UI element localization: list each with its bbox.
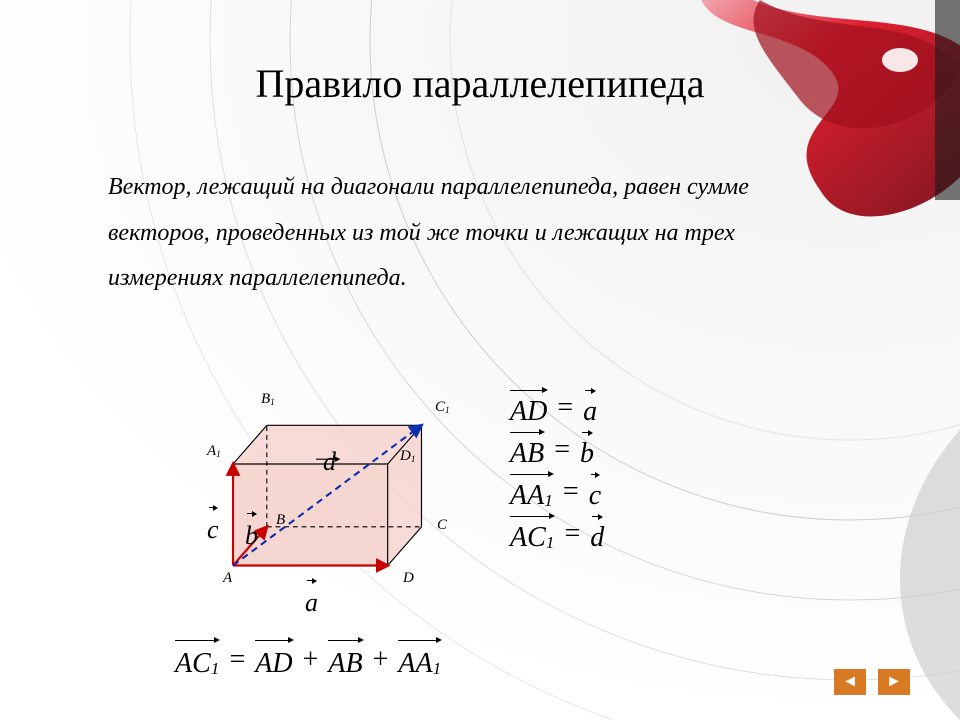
prev-icon: ◄ (842, 673, 858, 691)
slide-stage: { "title": { "text": "Правило параллелеп… (0, 0, 960, 720)
vertex-label-B1: B1 (261, 391, 275, 408)
vertex-label-C1: C1 (435, 399, 450, 416)
parallelepiped-diagram: A D B C A1 D1 B1 C1 a b c d (175, 395, 465, 620)
theorem-text: Вектор, лежащий на диагонали параллелепи… (108, 165, 848, 302)
prev-button[interactable]: ◄ (834, 669, 866, 695)
equation-sum: AC1 = AD + AB + AA1 (175, 640, 441, 680)
vector-label-c: c (207, 507, 219, 545)
vector-label-b: b (245, 513, 258, 551)
eq-row: AD = a (510, 390, 604, 426)
vertex-label-A1: A1 (207, 443, 221, 460)
next-button[interactable]: ► (878, 669, 910, 695)
nav-buttons: ◄ ► (834, 669, 910, 695)
equations-block: AD = a AB = b AA1 = c AC1 = d (510, 390, 604, 558)
next-icon: ► (886, 673, 902, 691)
vector-label-d: d (323, 447, 336, 477)
vertex-label-C: C (437, 517, 447, 534)
eq-row: AA1 = c (510, 474, 604, 510)
vector-label-a: a (305, 580, 318, 618)
eq-row: AC1 = d (510, 516, 604, 552)
eq-row: AB = b (510, 432, 604, 468)
vertex-label-B: B (276, 512, 285, 529)
vertex-label-D1: D1 (400, 448, 416, 465)
slide-title: Правило параллелепипеда (0, 60, 960, 107)
vertex-label-D: D (403, 570, 414, 587)
vertex-label-A: A (223, 570, 232, 587)
